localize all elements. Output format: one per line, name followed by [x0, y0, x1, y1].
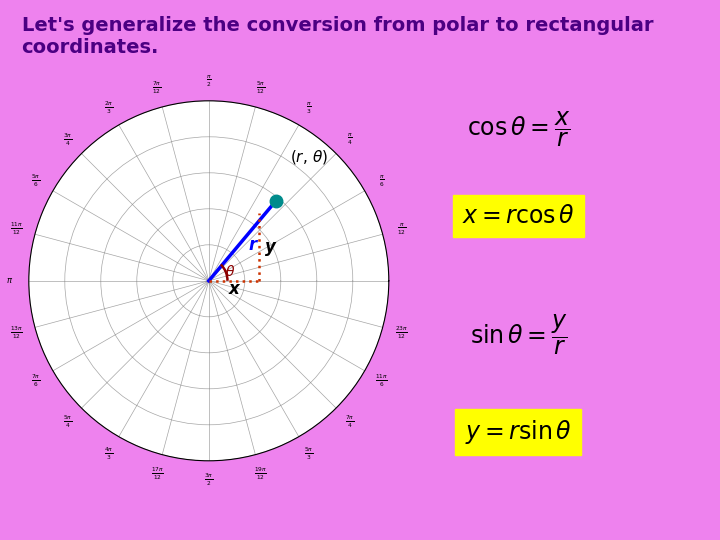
- Text: y: y: [265, 238, 276, 256]
- Text: $(r,\,\theta)$: $(r,\,\theta)$: [290, 148, 328, 166]
- Text: x: x: [228, 280, 239, 299]
- Text: $\cos\theta = \dfrac{x}{r}$: $\cos\theta = \dfrac{x}{r}$: [467, 110, 570, 149]
- Text: $x = r\cos\theta$: $x = r\cos\theta$: [462, 204, 575, 228]
- Text: $\theta$: $\theta$: [225, 264, 235, 279]
- Text: r: r: [248, 237, 257, 254]
- Text: Let's generalize the conversion from polar to rectangular
coordinates.: Let's generalize the conversion from pol…: [22, 16, 653, 57]
- Text: $\sin\theta = \dfrac{y}{r}$: $\sin\theta = \dfrac{y}{r}$: [469, 313, 567, 357]
- Text: $y = r\sin\theta$: $y = r\sin\theta$: [465, 418, 572, 446]
